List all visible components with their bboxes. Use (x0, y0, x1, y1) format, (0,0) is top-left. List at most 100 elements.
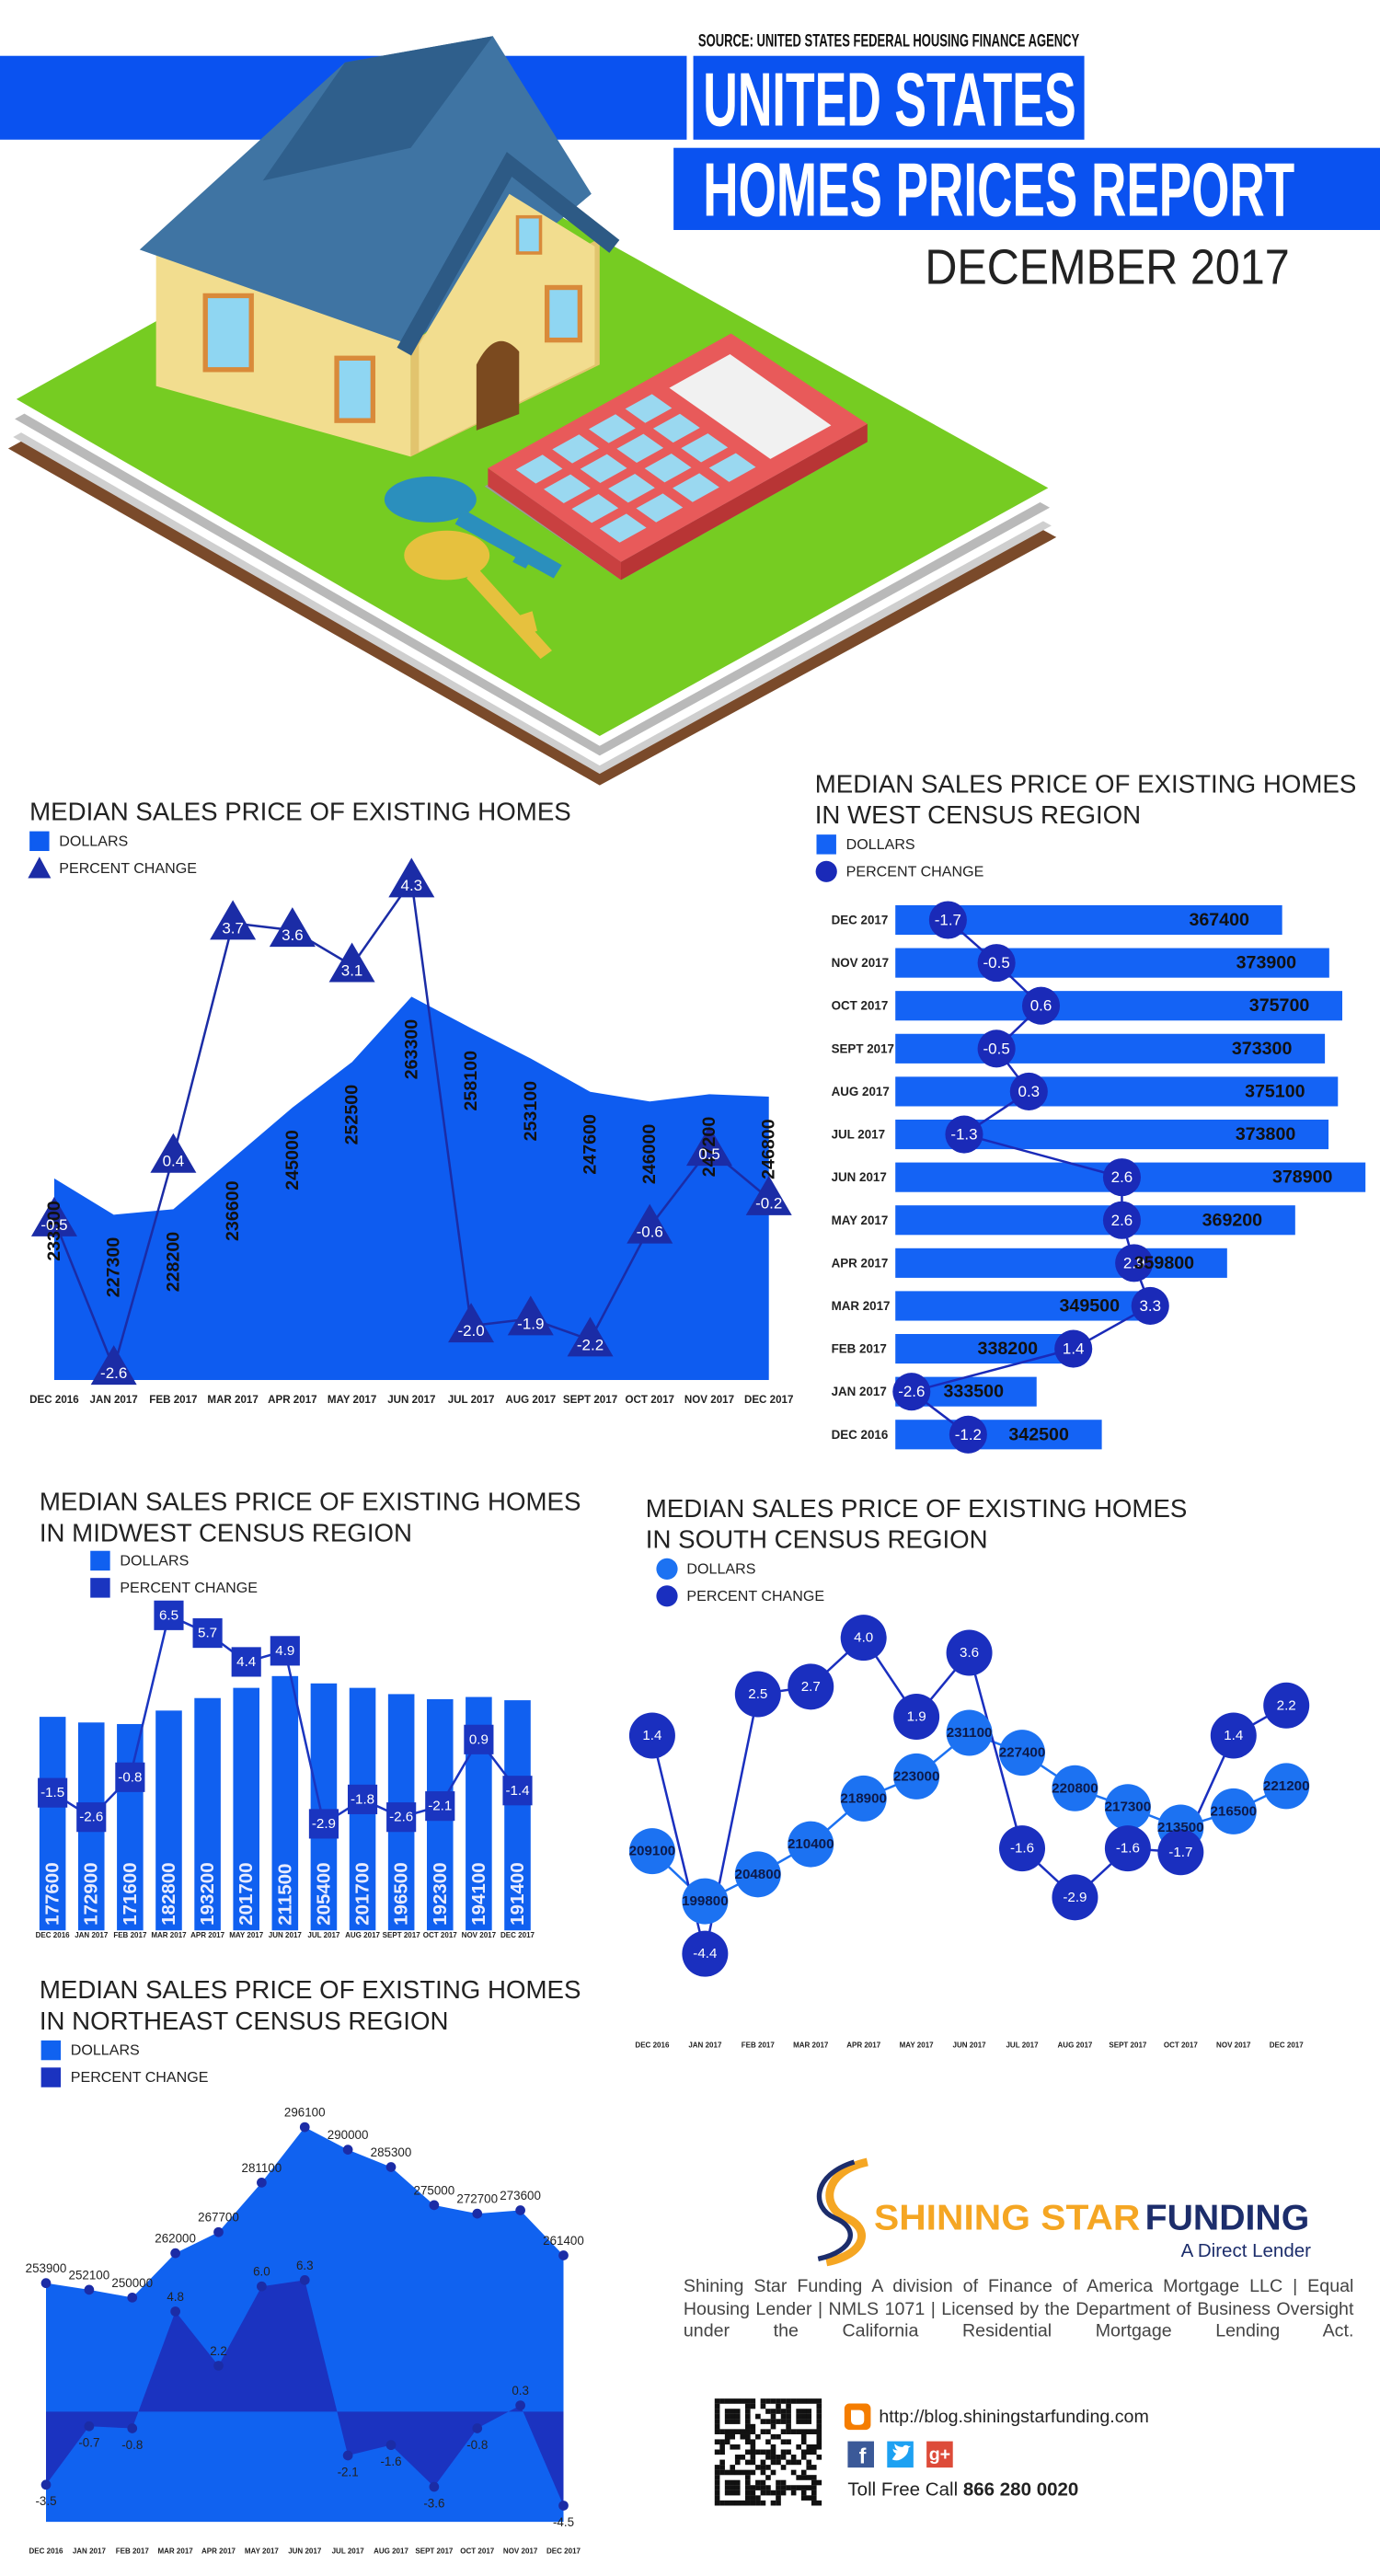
qr-module (811, 2479, 817, 2486)
qr-module (776, 2485, 781, 2490)
footer: SHINING STAR FUNDING A Direct Lender Shi… (684, 2157, 1353, 2506)
qr-module (816, 2398, 822, 2404)
x-tick-label: MAR 2017 (151, 1931, 187, 1939)
x-tick-label: MAR 2017 (207, 1394, 258, 1406)
qr-module (816, 2500, 822, 2506)
gable-roof (397, 152, 620, 356)
marker (734, 1851, 781, 1898)
data-label: 213500 (1157, 1820, 1204, 1835)
qr-module (800, 2455, 807, 2460)
qr-module (760, 2479, 766, 2486)
bar (310, 1683, 338, 1931)
marker (893, 1694, 940, 1741)
marker (464, 1724, 494, 1754)
legend-swatch (656, 1585, 678, 1607)
data-label: 201700 (352, 1862, 374, 1925)
qr-module (770, 2490, 776, 2496)
data-label: 375100 (1245, 1081, 1305, 1101)
legend-label: PERCENT CHANGE (846, 863, 984, 880)
facebook-icon[interactable] (847, 2441, 874, 2468)
marker (150, 1133, 197, 1173)
qr-module (734, 2398, 741, 2404)
tagline: A Direct Lender (1181, 2240, 1312, 2261)
qr-module (719, 2439, 725, 2445)
qr-module (806, 2475, 812, 2480)
url[interactable]: http://blog.shiningstarfunding.com (879, 2407, 1148, 2427)
marker (502, 1776, 533, 1806)
data-label: 373800 (1236, 1124, 1296, 1144)
qr-module (780, 2429, 787, 2434)
marker (1054, 1329, 1093, 1368)
qr-module (770, 2433, 776, 2440)
data-label: -1.9 (517, 1315, 544, 1332)
toll-free: Toll Free Call 866 280 0020 (847, 2478, 1078, 2500)
point (213, 2226, 224, 2237)
qr-module (811, 2485, 817, 2490)
x-tick-label: JUL 2017 (1006, 2041, 1039, 2050)
legend-swatch (90, 1578, 110, 1598)
marker (567, 1317, 614, 1357)
marker (1052, 1874, 1098, 1921)
data-label: 250000 (111, 2276, 153, 2290)
x-tick-label: APR 2017 (190, 1931, 225, 1939)
qr-module (796, 2475, 801, 2480)
qr-module (790, 2490, 797, 2496)
qr-module (724, 2419, 730, 2424)
qr-module (714, 2409, 720, 2414)
qr-module (714, 2413, 720, 2420)
marker (38, 1777, 68, 1808)
marker (788, 1821, 834, 1868)
qr-module (730, 2485, 736, 2490)
marker (1104, 1784, 1151, 1831)
marker (386, 1802, 417, 1833)
x-tick-label: JUN 2017 (269, 1931, 303, 1939)
qr-module (811, 2444, 817, 2450)
legend-swatch (90, 1550, 110, 1571)
qr-module (790, 2459, 797, 2466)
data-label: 0.3 (512, 2384, 529, 2398)
qr-module (755, 2485, 761, 2490)
data-label: 373300 (1232, 1039, 1293, 1059)
data-label: 373900 (1236, 953, 1297, 973)
qr-module (780, 2439, 787, 2445)
qr-module (786, 2413, 791, 2420)
legend-swatch (40, 2040, 62, 2061)
qr-module (800, 2419, 807, 2424)
qr-module (811, 2490, 817, 2496)
qr-module (734, 2469, 741, 2476)
qr-module (724, 2490, 730, 2496)
data-label: 2.6 (1111, 1168, 1133, 1186)
qr-module (745, 2409, 751, 2414)
data-label: 2.5 (748, 1686, 767, 1702)
qr-module (730, 2469, 736, 2476)
point (515, 2400, 525, 2410)
x-tick-label: NOV 2017 (503, 2547, 538, 2556)
key (404, 530, 490, 581)
qr-module (730, 2413, 736, 2420)
qr-module (750, 2455, 756, 2460)
qr-module (734, 2409, 741, 2414)
qr-module (765, 2439, 771, 2445)
x-tick-label: JUN 2017 (953, 2041, 987, 2050)
calculator-key (644, 454, 692, 483)
legend-label: DOLLARS (846, 836, 915, 853)
y-tick-label: OCT 2017 (832, 999, 889, 1013)
qr-module (760, 2469, 766, 2476)
qr-module (816, 2439, 822, 2445)
qr-module (724, 2409, 730, 2414)
data-label: 359800 (1134, 1253, 1195, 1273)
data-label: 177600 (42, 1862, 63, 1925)
qr-module (790, 2455, 797, 2460)
data-label: 233300 (44, 1201, 64, 1261)
qr-module (724, 2413, 730, 2420)
data-label: 6.5 (159, 1607, 178, 1623)
x-tick-label: MAY 2017 (900, 2041, 935, 2050)
chart-title: MEDIAN SALES PRICE OF EXISTING HOMES (40, 1975, 581, 2004)
google-icon[interactable] (926, 2441, 953, 2468)
x-tick-label: JUL 2017 (332, 2547, 365, 2556)
qr-module (765, 2429, 771, 2434)
qr-module (780, 2465, 787, 2470)
qr-module (714, 2423, 720, 2430)
qr-module (730, 2479, 736, 2486)
